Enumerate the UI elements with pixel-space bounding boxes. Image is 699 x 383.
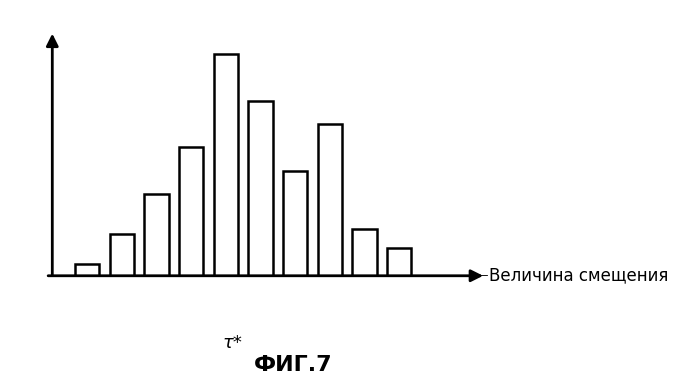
Bar xyxy=(144,194,168,276)
Text: ФИГ.7: ФИГ.7 xyxy=(254,355,333,375)
Text: τ*: τ* xyxy=(223,334,243,352)
Bar xyxy=(179,147,203,276)
Bar xyxy=(387,248,411,276)
Bar xyxy=(214,54,238,276)
Bar xyxy=(352,229,377,276)
Text: Величина смещения: Величина смещения xyxy=(489,267,669,285)
Bar xyxy=(248,101,273,276)
Bar xyxy=(110,234,134,276)
Bar xyxy=(317,124,342,276)
Bar xyxy=(283,171,308,276)
Bar xyxy=(75,264,99,276)
